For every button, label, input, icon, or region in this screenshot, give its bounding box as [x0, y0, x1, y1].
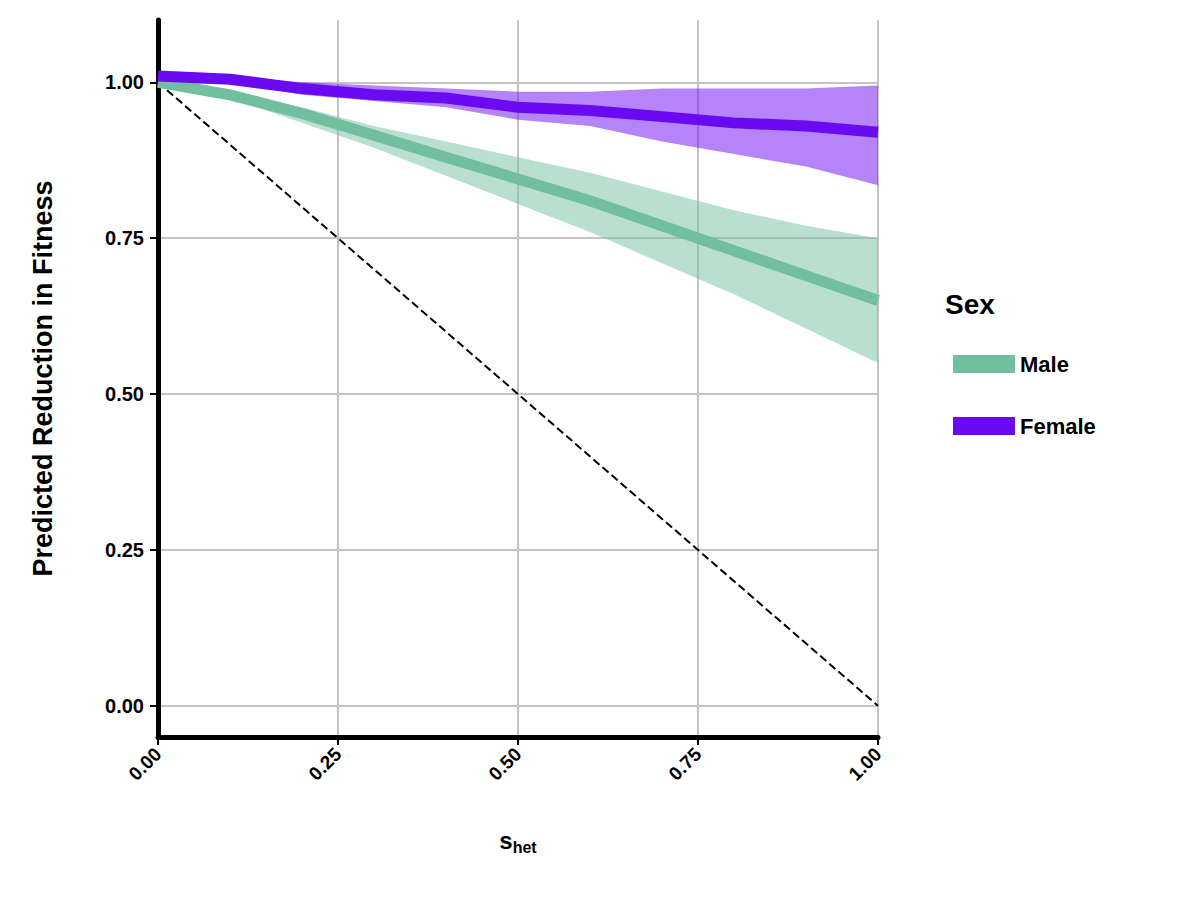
svg-text:0.50: 0.50 [105, 383, 144, 405]
svg-text:0.00: 0.00 [124, 744, 165, 785]
svg-text:0.25: 0.25 [304, 743, 345, 784]
svg-text:Predicted Reduction in Fitness: Predicted Reduction in Fitness [28, 180, 58, 576]
svg-text:0.50: 0.50 [484, 744, 525, 785]
svg-text:0.00: 0.00 [105, 695, 144, 717]
svg-text:Sex: Sex [945, 289, 995, 320]
svg-text:0.75: 0.75 [664, 743, 705, 784]
svg-text:s: s [499, 827, 512, 854]
svg-text:1.00: 1.00 [844, 744, 885, 785]
svg-text:1.00: 1.00 [105, 71, 144, 93]
svg-text:het: het [513, 839, 538, 856]
svg-text:0.25: 0.25 [105, 539, 144, 561]
svg-text:0.75: 0.75 [105, 227, 144, 249]
svg-text:Male: Male [1020, 352, 1069, 377]
svg-text:Female: Female [1020, 414, 1096, 439]
